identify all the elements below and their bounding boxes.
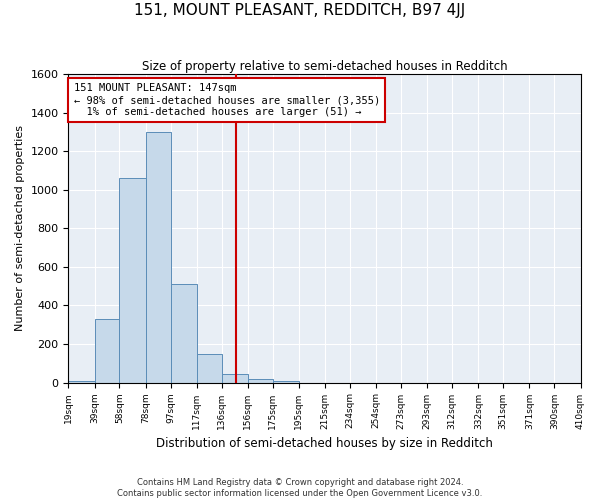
Bar (68, 380, 95, 382)
Title: Size of property relative to semi-detached houses in Redditch: Size of property relative to semi-detach… (142, 60, 507, 73)
Text: 151, MOUNT PLEASANT, REDDITCH, B97 4JJ: 151, MOUNT PLEASANT, REDDITCH, B97 4JJ (134, 2, 466, 18)
Bar (197, 354, 221, 382)
Bar (248, 378, 273, 382)
Y-axis label: Number of semi-detached properties: Number of semi-detached properties (15, 126, 25, 332)
Bar (273, 380, 299, 382)
Bar (146, 132, 170, 382)
Bar (221, 374, 248, 382)
Text: 151 MOUNT PLEASANT: 147sqm
← 98% of semi-detached houses are smaller (3,355)
  1: 151 MOUNT PLEASANT: 147sqm ← 98% of semi… (74, 84, 380, 116)
Bar (119, 178, 146, 382)
Bar (170, 284, 197, 382)
Text: Contains HM Land Registry data © Crown copyright and database right 2024.
Contai: Contains HM Land Registry data © Crown c… (118, 478, 482, 498)
X-axis label: Distribution of semi-detached houses by size in Redditch: Distribution of semi-detached houses by … (156, 437, 493, 450)
Bar (95, 319, 119, 382)
